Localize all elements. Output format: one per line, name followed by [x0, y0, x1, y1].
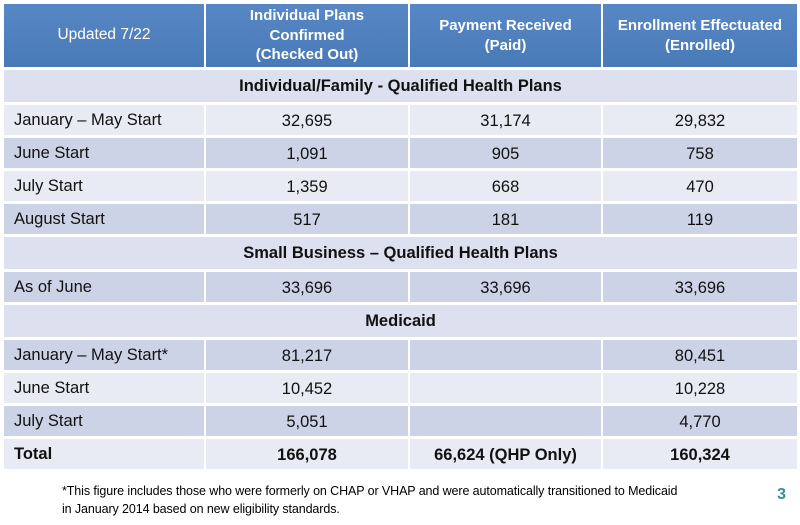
header-cell-payment-received: Payment Received (Paid) [410, 4, 601, 67]
value-enrolled: 758 [603, 138, 797, 168]
value-paid: 668 [410, 171, 601, 201]
footnote-text: *This figure includes those who were for… [62, 484, 678, 517]
value-paid-empty [410, 340, 601, 370]
table-row-medicaid-july-start: July Start 5,051 4,770 [4, 406, 797, 436]
row-label: January – May Start* [4, 340, 204, 370]
table-row-total: Total 166,078 66,624 (QHP Only) 160,324 [4, 439, 797, 469]
table-row-medicaid-june-start: June Start 10,452 10,228 [4, 373, 797, 403]
row-label: July Start [4, 171, 204, 201]
section-row-small-business-qhp: Small Business – Qualified Health Plans [4, 237, 797, 269]
value-paid: 31,174 [410, 105, 601, 135]
value-paid-empty [410, 406, 601, 436]
value-confirmed: 5,051 [206, 406, 408, 436]
row-label-total: Total [4, 439, 204, 469]
value-confirmed: 517 [206, 204, 408, 234]
table-row-january-may-start: January – May Start 32,695 31,174 29,832 [4, 105, 797, 135]
value-paid: 33,696 [410, 272, 601, 302]
value-total-paid: 66,624 (QHP Only) [410, 439, 601, 469]
section-title: Individual/Family - Qualified Health Pla… [4, 70, 797, 102]
enrollment-table: Updated 7/22 Individual Plans Confirmed … [4, 4, 797, 472]
section-row-individual-family-qhp: Individual/Family - Qualified Health Pla… [4, 70, 797, 102]
table-header-row: Updated 7/22 Individual Plans Confirmed … [4, 4, 797, 67]
row-label: June Start [4, 373, 204, 403]
table-row-june-start: June Start 1,091 905 758 [4, 138, 797, 168]
value-enrolled: 29,832 [603, 105, 797, 135]
table-row-medicaid-january-may-start: January – May Start* 81,217 80,451 [4, 340, 797, 370]
value-enrolled: 470 [603, 171, 797, 201]
value-confirmed: 10,452 [206, 373, 408, 403]
section-row-medicaid: Medicaid [4, 305, 797, 337]
table-row-july-start: July Start 1,359 668 470 [4, 171, 797, 201]
table-row-august-start: August Start 517 181 119 [4, 204, 797, 234]
section-title: Small Business – Qualified Health Plans [4, 237, 797, 269]
value-total-confirmed: 166,078 [206, 439, 408, 469]
row-label: January – May Start [4, 105, 204, 135]
row-label: As of June [4, 272, 204, 302]
header-cell-updated-date: Updated 7/22 [4, 4, 204, 67]
value-total-enrolled: 160,324 [603, 439, 797, 469]
value-enrolled: 33,696 [603, 272, 797, 302]
row-label: July Start [4, 406, 204, 436]
page-number: 3 [777, 486, 786, 503]
value-enrolled: 4,770 [603, 406, 797, 436]
value-enrolled: 80,451 [603, 340, 797, 370]
value-confirmed: 1,359 [206, 171, 408, 201]
header-cell-individual-plans-confirmed: Individual Plans Confirmed (Checked Out) [206, 4, 408, 67]
value-paid: 181 [410, 204, 601, 234]
section-title: Medicaid [4, 305, 797, 337]
value-enrolled: 10,228 [603, 373, 797, 403]
value-confirmed: 1,091 [206, 138, 408, 168]
header-cell-enrollment-effectuated: Enrollment Effectuated (Enrolled) [603, 4, 797, 67]
row-label: June Start [4, 138, 204, 168]
row-label: August Start [4, 204, 204, 234]
table-row-as-of-june: As of June 33,696 33,696 33,696 [4, 272, 797, 302]
value-enrolled: 119 [603, 204, 797, 234]
value-confirmed: 33,696 [206, 272, 408, 302]
value-confirmed: 32,695 [206, 105, 408, 135]
value-confirmed: 81,217 [206, 340, 408, 370]
value-paid: 905 [410, 138, 601, 168]
value-paid-empty [410, 373, 601, 403]
